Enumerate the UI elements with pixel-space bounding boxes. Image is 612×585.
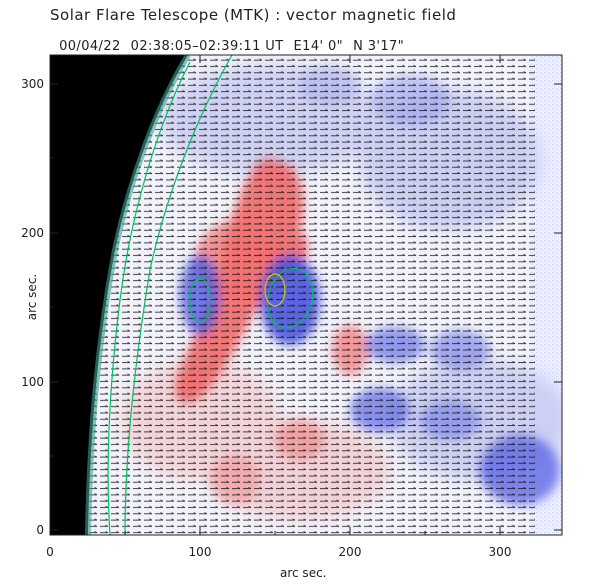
observation-date: 00/04/22 — [59, 39, 121, 54]
plot-frame — [49, 54, 563, 536]
x-tick-100: 100 — [189, 545, 212, 559]
y-tick-300: 300 — [21, 77, 44, 91]
x-axis — [49, 55, 501, 535]
y-tick-200: 200 — [21, 226, 44, 240]
y-tick-0: 0 — [36, 523, 44, 537]
x-tick-200: 200 — [339, 545, 362, 559]
field-contours — [107, 55, 314, 535]
x-tick-300: 300 — [489, 545, 512, 559]
y-tick-100: 100 — [21, 375, 44, 389]
observation-time-range: 02:38:05–02:39:11 UT — [130, 39, 284, 54]
observation-latitude: N 3'17" — [353, 39, 405, 54]
figure-title: Solar Flare Telescope (MTK) : vector mag… — [50, 6, 457, 24]
x-tick-0: 0 — [46, 545, 54, 559]
solar-limb — [50, 55, 188, 535]
magnetogram-image — [50, 55, 562, 535]
x-axis-label: arc sec. — [280, 566, 327, 580]
y-axis-label: arc sec. — [25, 273, 39, 321]
observation-longitude: E14' 0" — [293, 39, 344, 54]
observation-info: 00/04/22 02:38:05–02:39:11 UT E14' 0" N 3'1… — [50, 24, 414, 54]
y-axis — [50, 83, 562, 531]
